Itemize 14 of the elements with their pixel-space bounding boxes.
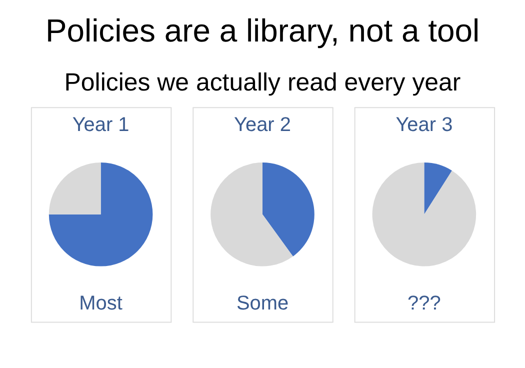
pie-slice: [48, 162, 101, 214]
pie-slice: [48, 162, 153, 266]
pie-slice: [210, 162, 294, 266]
text: ???: [408, 292, 441, 315]
text: Some: [236, 292, 289, 315]
text: Year 3: [396, 114, 453, 136]
pie-slice: [424, 162, 452, 214]
pie-slice: [372, 162, 476, 266]
text: Year 1: [72, 114, 130, 136]
pie-slice: [262, 162, 314, 256]
text: Most: [79, 292, 123, 315]
text: Year 2: [234, 114, 291, 136]
text: Policies we actually read every year: [64, 68, 461, 97]
text: Policies are a library, not a tool: [45, 12, 480, 49]
